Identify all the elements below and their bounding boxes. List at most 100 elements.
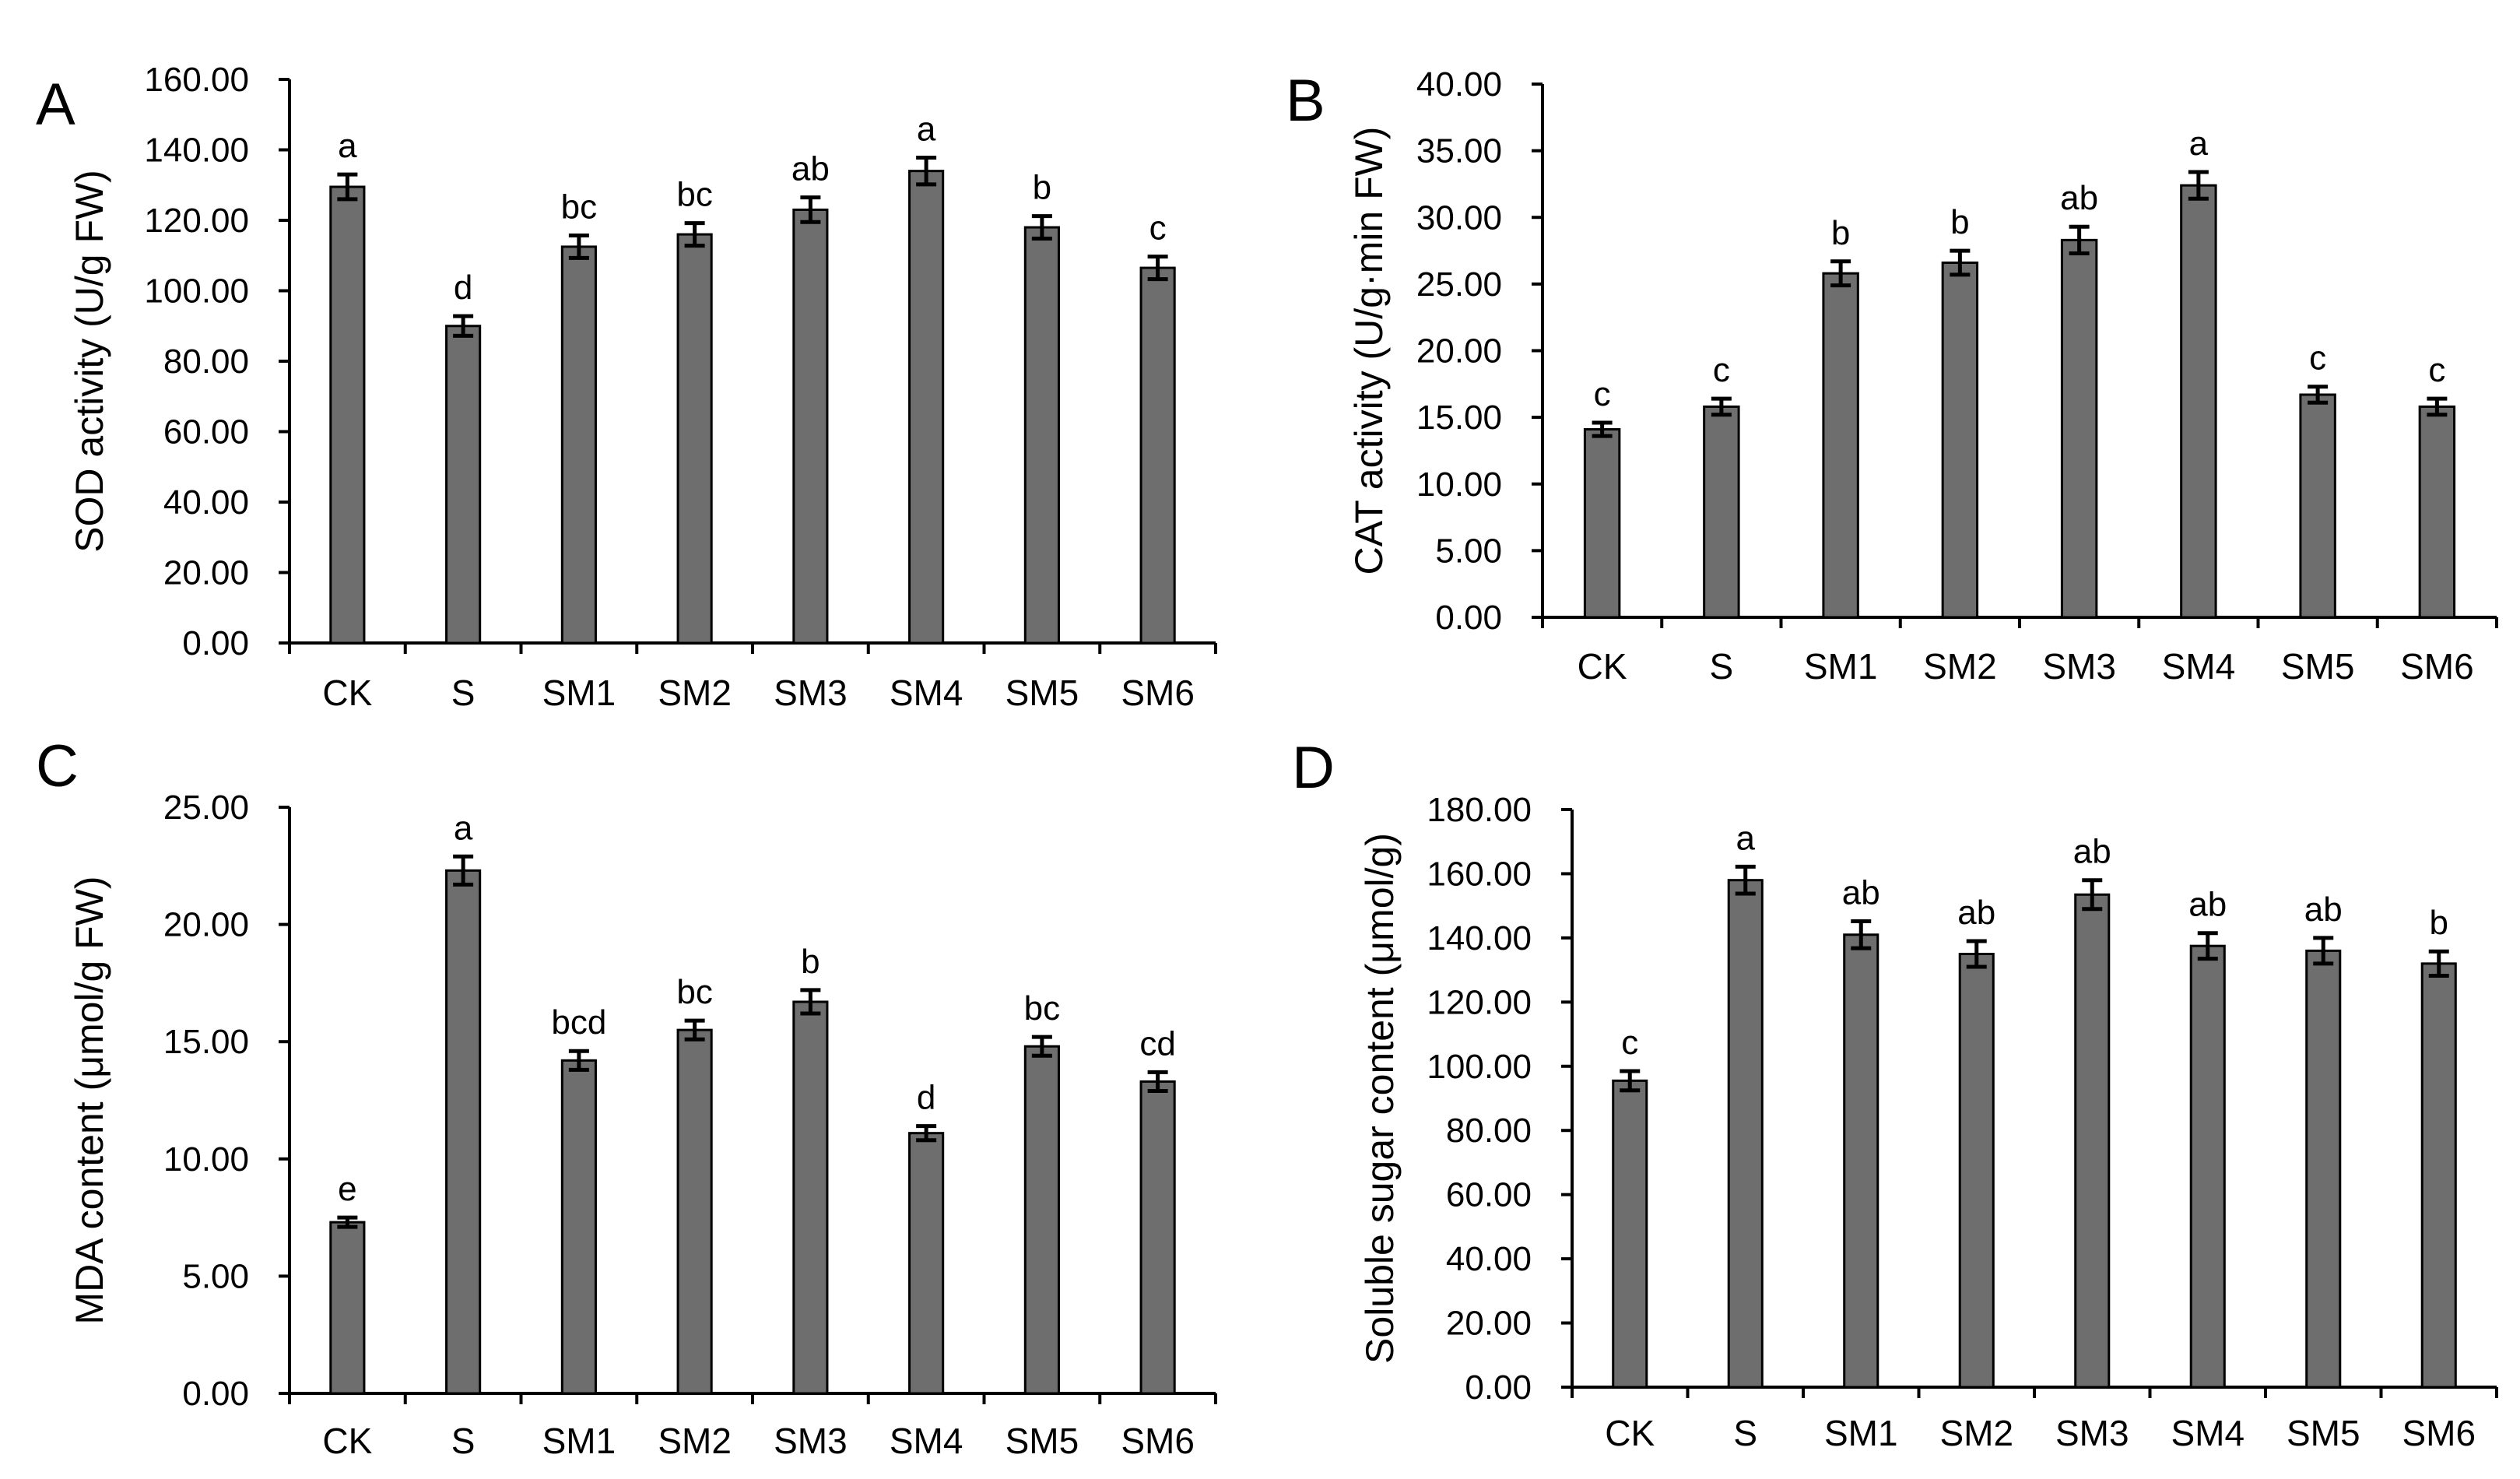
panel-letter: C (36, 733, 79, 799)
error-bar (453, 854, 474, 887)
bar-sm6 (2418, 405, 2456, 619)
error-bar (1031, 1035, 1052, 1058)
significance-letter: b (1831, 214, 1850, 252)
bar-sm4 (2189, 944, 2226, 1389)
significance-letter: ab (1842, 873, 1880, 912)
y-tick-label: 20.00 (163, 554, 249, 592)
bar-sm5 (2305, 949, 2342, 1389)
bar-sm5 (1023, 226, 1060, 645)
significance-letter: bc (1024, 989, 1060, 1028)
bar-sm6 (2420, 962, 2457, 1389)
panel-letter: B (1286, 68, 1325, 134)
y-tick-label: 0.00 (1435, 599, 1502, 637)
panel-letter: D (1292, 735, 1335, 801)
category-label: CK (1605, 1413, 1655, 1453)
category-label: SM5 (2281, 646, 2355, 687)
bar-sm1 (560, 245, 597, 645)
bar-ck (1583, 428, 1621, 619)
error-bar (1147, 1070, 1168, 1093)
bar-sm2 (676, 1028, 713, 1395)
category-label: SM2 (658, 673, 732, 713)
significance-letter: c (2428, 351, 2445, 389)
error-bar (1735, 864, 1756, 896)
significance-letter: bc (561, 188, 597, 226)
significance-letter: bc (676, 176, 712, 214)
significance-letter: a (2189, 125, 2209, 163)
significance-letter: bc (676, 973, 712, 1011)
y-tick-label: 5.00 (182, 1257, 249, 1295)
error-bar (2082, 878, 2103, 912)
significance-letter: d (454, 269, 472, 307)
bar-sm3 (2074, 893, 2111, 1389)
error-bar (2308, 385, 2329, 405)
category-label: SM5 (1006, 673, 1079, 713)
significance-letter: d (917, 1079, 935, 1117)
category-label: SM4 (890, 673, 963, 713)
category-label: CK (322, 673, 372, 713)
category-label: SM4 (890, 1421, 963, 1461)
category-label: SM1 (1804, 646, 1878, 687)
significance-letter: c (1594, 375, 1611, 413)
y-tick-label: 60.00 (1446, 1176, 1532, 1214)
y-tick-label: 20.00 (1446, 1305, 1532, 1343)
category-label: SM2 (1939, 1413, 2013, 1453)
panel-c: C MDA content (μmol/g FW) 0.00 5.00 10.00 15.… (36, 733, 1217, 1461)
y-tick-label: 40.00 (1446, 1240, 1532, 1278)
category-label: SM6 (1121, 673, 1195, 713)
y-tick-label: 5.00 (1435, 532, 1502, 570)
significance-letter: c (1621, 1024, 1638, 1062)
y-tick-label: 15.00 (1416, 399, 1502, 437)
y-tick-label: 120.00 (144, 202, 249, 240)
error-bar (568, 1049, 589, 1072)
category-label: SM1 (542, 673, 616, 713)
significance-letter: ab (2073, 833, 2111, 871)
y-axis-label: MDA content (μmol/g FW) (68, 876, 111, 1324)
bar-sm2 (1958, 953, 1995, 1389)
panel-a: A SOD activity (U/g FW) 0.00 20.00 40.00 60.0… (36, 61, 1217, 713)
significance-letter: c (1149, 209, 1167, 248)
y-tick-label: 15.00 (163, 1023, 249, 1061)
y-tick-label: 140.00 (144, 132, 249, 170)
significance-letter: bcd (551, 1003, 606, 1042)
error-bar (800, 195, 821, 224)
category-label: SM6 (2400, 646, 2474, 687)
y-tick-label: 20.00 (163, 906, 249, 944)
error-bar (916, 1124, 937, 1143)
y-tick-label: 10.00 (163, 1140, 249, 1179)
bar-sm3 (792, 208, 829, 645)
error-bar (1950, 248, 1971, 277)
y-tick-label: 30.00 (1416, 198, 1502, 237)
category-label: CK (1578, 646, 1627, 687)
bar-sm2 (1941, 261, 1979, 619)
y-tick-label: 25.00 (1416, 265, 1502, 304)
y-tick-label: 0.00 (1465, 1368, 1532, 1407)
y-axis-label: SOD activity (U/g FW) (68, 170, 111, 553)
category-label: SM6 (1121, 1421, 1195, 1461)
y-tick-label: 60.00 (163, 413, 249, 451)
y-tick-label: 120.00 (1427, 983, 1532, 1021)
significance-letter: c (2309, 339, 2326, 378)
bar-sm6 (1139, 1080, 1176, 1395)
y-tick-label: 35.00 (1416, 132, 1502, 170)
y-tick-label: 100.00 (1427, 1048, 1532, 1086)
error-bar (2188, 170, 2209, 201)
error-bar (1711, 396, 1732, 417)
significance-letter: b (2430, 904, 2448, 942)
bar-sm1 (1822, 272, 1859, 619)
error-bar (568, 233, 589, 260)
y-tick-label: 160.00 (144, 61, 249, 99)
bar-ck (329, 185, 366, 645)
significance-letter: ab (791, 150, 830, 188)
bar-sm2 (676, 233, 713, 645)
category-label: SM4 (2162, 646, 2236, 687)
category-label: SM1 (1824, 1413, 1898, 1453)
error-bar (684, 1018, 705, 1042)
bar-sm3 (2060, 238, 2098, 619)
bar-ck (329, 1221, 366, 1395)
error-bar (1031, 214, 1052, 241)
significance-letter: cd (1139, 1024, 1175, 1063)
significance-letter: a (338, 127, 357, 165)
significance-letter: a (1736, 819, 1756, 857)
error-bar (1851, 919, 1872, 950)
significance-letter: b (1033, 169, 1051, 207)
